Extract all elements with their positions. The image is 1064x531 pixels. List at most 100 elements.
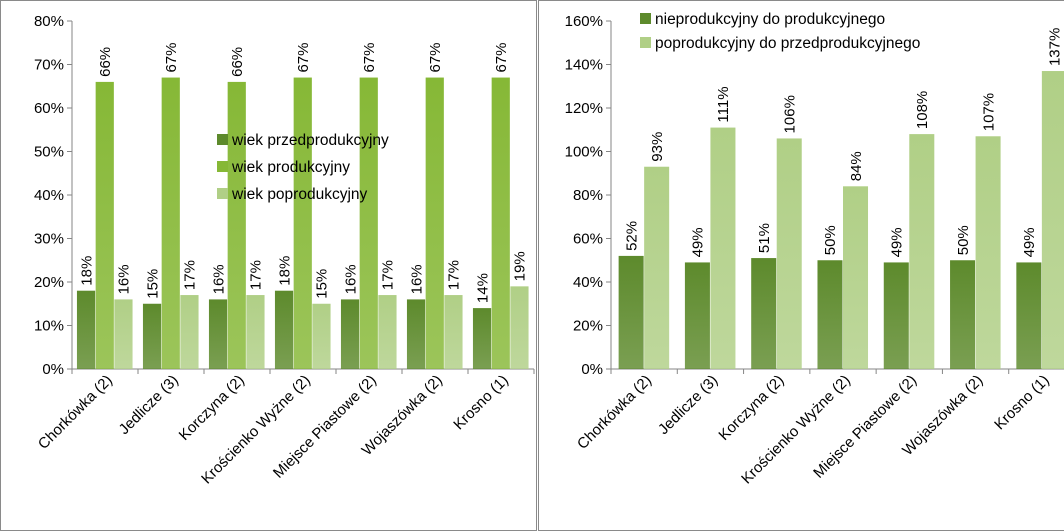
- bar-wiek-poprodukcyjny-korczyna-2: [246, 295, 265, 369]
- data-label: 18%: [276, 256, 293, 286]
- legend-swatch: [640, 13, 651, 24]
- data-label: 14%: [474, 273, 491, 303]
- y-tick-label: 80%: [573, 187, 603, 204]
- data-label: 50%: [822, 225, 839, 255]
- data-label: 17%: [380, 260, 397, 290]
- y-tick-label: 60%: [34, 100, 64, 117]
- data-label: 16%: [116, 264, 133, 294]
- x-tick-label: Korczyna (2): [715, 372, 787, 444]
- bar-wiek-przedprodukcyjny-kroscienko-wyzne-2: [274, 290, 294, 369]
- data-label: 108%: [914, 91, 931, 129]
- y-tick-label: 100%: [565, 144, 603, 161]
- data-label: 66%: [97, 47, 114, 77]
- x-tick-label: Krościenko Wyżne (2): [738, 372, 854, 488]
- data-label: 84%: [848, 151, 865, 181]
- data-label: 16%: [408, 264, 425, 294]
- x-tick-label: Krościenko Wyżne (2): [198, 372, 314, 488]
- data-label: 111%: [715, 86, 732, 122]
- data-label: 51%: [756, 223, 773, 253]
- data-label: 16%: [210, 264, 227, 294]
- y-tick-label: 70%: [34, 57, 64, 74]
- bar-wiek-przedprodukcyjny-korczyna-2: [208, 299, 228, 369]
- x-tick-label: Krosno (1): [450, 372, 512, 434]
- bar-wiek-przedprodukcyjny-wojaszowka-2: [406, 299, 426, 369]
- bar-wiek-przedprodukcyjny-krosno-1: [472, 308, 492, 369]
- bar-wiek-poprodukcyjny-krosno-1: [510, 286, 529, 369]
- bar-wiek-produkcyjny-korczyna-2: [227, 81, 246, 370]
- bar-poprodukcyjny-do-przedprodukcyjnego-krosno-1: [1041, 71, 1064, 370]
- data-label: 50%: [955, 225, 972, 255]
- legend-swatch: [640, 37, 651, 48]
- dependency-ratio-chart: 0% 20% 40% 60% 80% 100% 120% 140% 160% 52% 93% Chor…: [565, 11, 1064, 488]
- data-label: 67%: [493, 43, 510, 73]
- y-tick-label: 10%: [34, 318, 64, 335]
- data-label: 67%: [163, 43, 180, 73]
- y-tick-label: 140%: [565, 57, 603, 74]
- bar-nieprodukcyjny-do-produkcyjnego-chorkowka-2: [618, 255, 644, 369]
- data-label: 18%: [78, 256, 95, 286]
- y-tick-label: 60%: [573, 231, 603, 248]
- age-structure-chart-panel: 0% 10% 20% 30% 40% 50% 60% 70% 80% 18% 66% 16% Chork…: [0, 0, 537, 531]
- bar-nieprodukcyjny-do-produkcyjnego-wojaszowka-2: [950, 260, 976, 369]
- legend-swatch: [217, 161, 228, 172]
- y-tick-label: 20%: [573, 318, 603, 335]
- age-structure-chart: 0% 10% 20% 30% 40% 50% 60% 70% 80% 18% 66% 16% Chork…: [34, 13, 535, 488]
- x-tick-label: Jedlicze (3): [116, 372, 182, 438]
- bar-nieprodukcyjny-do-produkcyjnego-miejsce-piastowe-2: [883, 262, 909, 369]
- legend-label: poprodukcyjny do przedprodukcyjnego: [655, 35, 920, 52]
- data-label: 17%: [446, 260, 463, 290]
- data-label: 66%: [229, 47, 246, 77]
- y-tick-label: 80%: [34, 13, 64, 30]
- y-tick-label: 40%: [34, 187, 64, 204]
- data-label: 15%: [314, 269, 331, 299]
- legend-label: nieprodukcyjny do produkcyjnego: [655, 11, 885, 28]
- data-label: 19%: [512, 251, 529, 281]
- data-label: 49%: [889, 227, 906, 257]
- x-tick-label: Jedlicze (3): [655, 372, 721, 438]
- data-label: 15%: [144, 269, 161, 299]
- bar-poprodukcyjny-do-przedprodukcyjnego-chorkowka-2: [644, 166, 670, 369]
- bar-wiek-poprodukcyjny-chorkowka-2: [114, 299, 133, 369]
- y-tick-label: 50%: [34, 144, 64, 161]
- data-label: 52%: [623, 221, 640, 251]
- bar-wiek-przedprodukcyjny-chorkowka-2: [76, 290, 96, 369]
- data-label: 67%: [427, 43, 444, 73]
- x-tick-label: Chorkówka (2): [574, 372, 655, 453]
- bar-wiek-produkcyjny-chorkowka-2: [95, 81, 114, 370]
- bar-nieprodukcyjny-do-produkcyjnego-kroscienko-wyzne-2: [817, 260, 843, 369]
- bar-wiek-przedprodukcyjny-miejsce-piastowe-2: [340, 299, 360, 369]
- bar-wiek-produkcyjny-kroscienko-wyzne-2: [293, 77, 312, 370]
- legend-swatch: [217, 134, 228, 145]
- legend-swatch: [217, 188, 228, 199]
- legend: wiek przedprodukcyjny wiek produkcyjny wie…: [217, 132, 389, 203]
- legend: nieprodukcyjny do produkcyjnego poprodukc…: [640, 11, 920, 52]
- data-label: 49%: [690, 227, 707, 257]
- legend-label: wiek przedprodukcyjny: [231, 132, 389, 149]
- bar-wiek-poprodukcyjny-jedlicze-3: [180, 295, 199, 369]
- data-label: 137%: [1047, 28, 1064, 66]
- data-label: 17%: [182, 260, 199, 290]
- x-tick-label: Chorkówka (2): [35, 372, 116, 453]
- data-label: 107%: [980, 93, 997, 131]
- bar-nieprodukcyjny-do-produkcyjnego-korczyna-2: [751, 258, 777, 369]
- x-tick-label: Korczyna (2): [176, 372, 248, 444]
- legend-label: wiek produkcyjny: [231, 159, 350, 176]
- bar-wiek-produkcyjny-wojaszowka-2: [425, 77, 444, 370]
- data-label: 49%: [1021, 227, 1038, 257]
- data-label: 106%: [781, 95, 798, 133]
- y-tick-label: 120%: [565, 100, 603, 117]
- data-label: 93%: [649, 132, 666, 162]
- bar-poprodukcyjny-do-przedprodukcyjnego-jedlicze-3: [710, 127, 736, 369]
- bar-wiek-produkcyjny-krosno-1: [491, 77, 510, 370]
- bar-wiek-poprodukcyjny-miejsce-piastowe-2: [378, 295, 397, 369]
- y-tick-label: 20%: [34, 274, 64, 291]
- bar-wiek-poprodukcyjny-kroscienko-wyzne-2: [312, 303, 331, 369]
- x-tick-label: Krosno (1): [991, 372, 1053, 434]
- bar-wiek-przedprodukcyjny-jedlicze-3: [142, 303, 162, 369]
- legend-label: wiek poprodukcyjny: [231, 186, 368, 203]
- y-tick-label: 160%: [565, 13, 603, 30]
- data-label: 17%: [248, 260, 265, 290]
- bar-wiek-produkcyjny-miejsce-piastowe-2: [359, 77, 378, 370]
- y-tick-label: 0%: [581, 361, 603, 378]
